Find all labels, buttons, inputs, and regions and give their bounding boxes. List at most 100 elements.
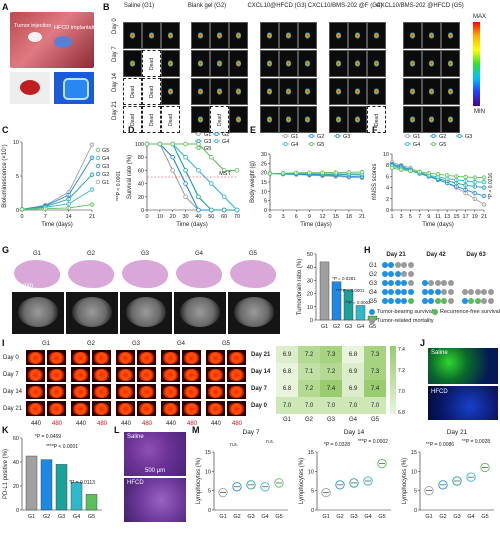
fluorescence-image [161, 384, 180, 399]
bioluminescence-mouse-image [403, 50, 422, 77]
y-tick-label: 0 [208, 508, 211, 514]
wavelength-label: 480 [96, 421, 108, 427]
x-tick-label: G5 [275, 514, 282, 520]
bioluminescence-mouse-image [260, 78, 279, 105]
y-tick-label: 5 [264, 199, 267, 205]
fluorescence-image [71, 384, 90, 399]
fluorescence-image [206, 350, 225, 365]
y-tick-label: 10 [308, 469, 314, 475]
heatmap-cell: 7.3 [364, 346, 386, 363]
p-value-1: *P = 0.0281 [332, 276, 356, 281]
x-tick-label: 0 [20, 214, 23, 220]
mri-image-G1 [12, 292, 64, 334]
y-tick-label: 10 [261, 189, 267, 195]
y-tick-label: 0 [16, 208, 19, 214]
wavelength-label: 440 [75, 421, 87, 427]
heatmap-cell: 7.0 [342, 397, 364, 414]
wavelength-label: 440 [165, 421, 177, 427]
y-tick-label: 80 [138, 155, 144, 161]
p-value-label: ***P < 0.0001 [116, 171, 122, 201]
heatmap-cell: 7.0 [276, 397, 298, 414]
panel-letter-e: E [250, 125, 257, 135]
fluorescence-image [26, 401, 45, 416]
h-day-header: Day 42 [426, 252, 446, 258]
he-scale-label: 500 μm [145, 468, 166, 474]
legend-marker-G1 [95, 179, 101, 185]
x-tick-label: G2 [439, 514, 446, 520]
fluorescence-image [92, 401, 111, 416]
i-group-label: G2 [86, 341, 96, 347]
h-dot [422, 289, 428, 295]
y-tick-label: 50 [307, 252, 313, 258]
legend-label-G5: G5 [439, 142, 446, 148]
legend-marker-G4 [405, 141, 410, 146]
x-tick-label: G2 [233, 514, 240, 520]
series-line-G1 [147, 143, 237, 211]
heatmap-group-label: G3 [326, 417, 336, 423]
h-dot [447, 289, 454, 295]
h-dot [474, 298, 481, 304]
m-chart-title: Day 7 [243, 429, 260, 436]
x-tick-label: 15 [333, 214, 339, 220]
scatter-point-G2 [438, 480, 448, 490]
x-tick-label: 14 [66, 214, 72, 220]
x-tick-label: 21 [481, 214, 487, 220]
data-point-G3 [221, 207, 227, 213]
data-point-G2 [196, 207, 201, 213]
y-tick-label: 0 [414, 508, 417, 514]
brain-group-label-G3: G3 [140, 251, 150, 257]
p-value-2: ***P = 0.0002 [358, 439, 388, 445]
mri-image-G4 [174, 292, 226, 334]
y-tick-label: 30 [261, 152, 267, 158]
hfcd-implantation-label: HFCD implantation [54, 25, 101, 31]
bioluminescence-mouse-image [422, 50, 441, 77]
chart-tumor-ratio: 0 10 20 30 40 50 G1 G2 G3 G4 G5 Tumor/brain ratio (… [297, 252, 378, 330]
h-dot [382, 262, 388, 268]
legend-label-G2: G2 [317, 134, 324, 140]
fluorescence-image [182, 350, 201, 365]
x-tick-label: 15 [453, 214, 459, 220]
heatmap-cell: 7.0 [320, 397, 342, 414]
bioluminescence-mouse-image [422, 78, 441, 105]
bioluminescence-mouse-image [403, 106, 422, 133]
dead-mouse-marker: Dead [161, 106, 180, 133]
bioluminescence-mouse-image [123, 50, 142, 77]
dead-mouse-marker: Dead [142, 50, 161, 77]
x-tick-label: G3 [345, 324, 352, 330]
i-group-label: G5 [221, 341, 231, 347]
data-point-G4 [183, 154, 188, 160]
day-label-b-2: Day 14 [112, 72, 118, 92]
y-tick-label: 60 [138, 168, 144, 174]
bioluminescence-mouse-image [161, 78, 180, 105]
h-dot [447, 298, 454, 304]
dead-label: Dead [148, 57, 155, 70]
fluorescence-image [206, 367, 225, 382]
x-axis-label: Time (days) [176, 222, 207, 228]
y-tick-label: 20 [138, 195, 144, 201]
panel-letter-g: G [2, 245, 10, 255]
h-dot [394, 298, 401, 304]
y-tick-label: 15 [411, 450, 417, 456]
bioluminescence-mouse-image [210, 22, 229, 49]
chart-lymphocytes-day14: Day 14 0 5 10 15 G1 G2 G3 G4 G5 Lymphocytes (%) *P … [299, 429, 391, 520]
x-tick-label: 7 [418, 214, 421, 220]
heatmap-day-label: Day 21 [251, 352, 271, 358]
p-value-2: ****P < 0.0001 [46, 444, 78, 450]
panel-letter-k: K [2, 425, 9, 435]
h-group-label: G2 [369, 272, 378, 278]
y-tick-label: 15 [205, 450, 211, 456]
scatter-point-G3 [246, 480, 256, 490]
group-title-g2: Blank gel (G2) [187, 3, 227, 9]
x-tick-label: 13 [444, 214, 450, 220]
h-dot [388, 280, 395, 286]
x-tick-label: G4 [364, 514, 371, 520]
legend-label-G1: G1 [204, 132, 211, 138]
fluorescence-image [92, 384, 111, 399]
wavelength-label: 480 [141, 421, 153, 427]
wavelength-label: 440 [120, 421, 132, 427]
y-tick-label: 2 [386, 197, 389, 203]
colorbar-min: MIN [474, 109, 485, 115]
p-value-1: *P = 0.0328 [324, 442, 350, 448]
y-tick-label: 20 [307, 292, 313, 298]
